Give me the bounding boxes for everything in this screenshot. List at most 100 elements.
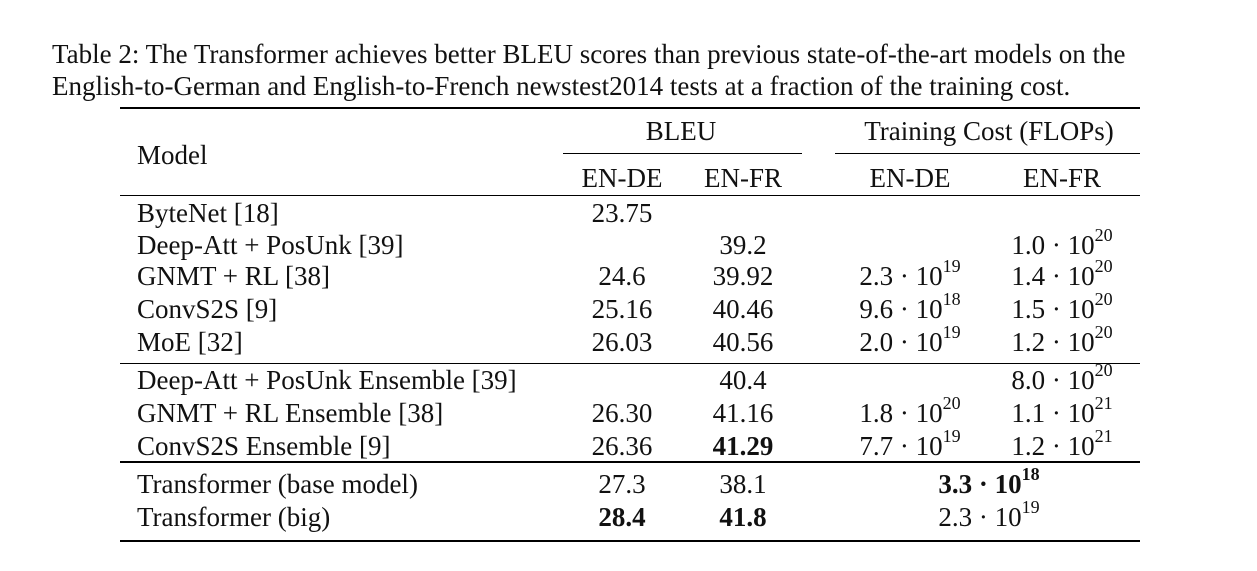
multiply-dot: ·: [1045, 230, 1068, 260]
model-name: ByteNet [18]: [137, 198, 279, 228]
mantissa: 1.4: [1011, 261, 1046, 291]
model-name: Deep-Att + PosUnk Ensemble [39]: [137, 365, 517, 395]
bleu-en-de: 26.30: [591, 398, 653, 428]
bleu-en-fr: 39.92: [712, 261, 774, 291]
exponent: 20: [1094, 256, 1113, 276]
bleu-en-de: 23.75: [591, 198, 653, 228]
base: 10: [915, 261, 943, 291]
exponent: 20: [1094, 360, 1113, 380]
bleu-en-fr: 40.46: [712, 294, 774, 324]
base: 10: [915, 294, 943, 324]
bleu-en-de: 28.4: [598, 502, 646, 532]
bleu-en-fr: 40.56: [712, 327, 774, 357]
group-rule: [120, 363, 1140, 364]
exponent: 21: [1094, 393, 1113, 413]
base: 10: [1067, 365, 1095, 395]
header-training-cost: Training Cost (FLOPs): [864, 116, 1114, 146]
header-model: Model: [137, 140, 208, 170]
cost-en-fr: 1.2 · 1020: [1011, 323, 1112, 358]
multiply-dot: ·: [1045, 294, 1068, 324]
bleu-en-fr: 39.2: [719, 230, 767, 260]
thick-rule: [120, 461, 1140, 463]
caption-line-2: English-to-German and English-to-French …: [52, 71, 1071, 101]
model-name: ConvS2S Ensemble [9]: [137, 431, 391, 461]
mantissa: 1.8: [859, 398, 894, 428]
training-cost: 3.3 · 1018: [938, 465, 1039, 500]
header-bleu-en-fr: EN-FR: [703, 163, 783, 193]
header-bleu: BLEU: [645, 116, 717, 146]
model-name: ConvS2S [9]: [137, 294, 278, 324]
exponent: 18: [942, 289, 961, 309]
cost-en-de: 1.8 · 1020: [859, 394, 960, 429]
table-caption: Table 2: The Transformer achieves better…: [52, 38, 1232, 102]
mantissa: 2.3: [938, 502, 973, 532]
cost-en-de: 9.6 · 1018: [859, 290, 960, 325]
multiply-dot: ·: [893, 294, 916, 324]
exponent: 18: [1021, 464, 1040, 484]
exponent: 19: [1021, 497, 1040, 517]
mantissa: 1.2: [1011, 431, 1046, 461]
mantissa: 9.6: [859, 294, 894, 324]
model-name: Transformer (base model): [137, 469, 418, 499]
base: 10: [915, 398, 943, 428]
caption-line-1: Table 2: The Transformer achieves better…: [52, 39, 1126, 69]
base: 10: [1067, 431, 1095, 461]
cost-en-fr: 1.1 · 1021: [1011, 394, 1112, 429]
exponent: 20: [1094, 322, 1113, 342]
bleu-en-de: 25.16: [591, 294, 653, 324]
base: 10: [915, 431, 943, 461]
multiply-dot: ·: [1045, 365, 1068, 395]
base: 10: [994, 469, 1022, 499]
cost-en-fr: 1.2 · 1021: [1011, 427, 1112, 462]
bleu-en-fr: 41.8: [719, 502, 767, 532]
exponent: 19: [942, 256, 961, 276]
training-cost: 2.3 · 1019: [938, 498, 1039, 533]
model-name: Deep-Att + PosUnk [39]: [137, 230, 404, 260]
model-name: GNMT + RL Ensemble [38]: [137, 398, 444, 428]
multiply-dot: ·: [1045, 398, 1068, 428]
header-cost-en-fr: EN-FR: [1022, 163, 1102, 193]
mantissa: 7.7: [859, 431, 894, 461]
bleu-group-rule: [563, 153, 802, 154]
cost-en-fr: 8.0 · 1020: [1011, 361, 1112, 396]
cost-en-fr: 1.4 · 1020: [1011, 257, 1112, 292]
exponent: 21: [1094, 426, 1113, 446]
cost-en-fr: 1.0 · 1020: [1011, 226, 1112, 261]
bleu-en-de: 26.36: [591, 431, 653, 461]
base: 10: [915, 327, 943, 357]
mantissa: 2.3: [859, 261, 894, 291]
bleu-en-de: 24.6: [598, 261, 646, 291]
exponent: 19: [942, 322, 961, 342]
exponent: 20: [942, 393, 961, 413]
exponent: 19: [942, 426, 961, 446]
bleu-en-de: 27.3: [598, 469, 646, 499]
exponent: 20: [1094, 225, 1113, 245]
header-rule: [120, 195, 1140, 196]
bleu-en-de: 26.03: [591, 327, 653, 357]
multiply-dot: ·: [893, 327, 916, 357]
multiply-dot: ·: [972, 502, 995, 532]
cost-group-rule: [835, 153, 1140, 154]
mantissa: 2.0: [859, 327, 894, 357]
model-name: GNMT + RL [38]: [137, 261, 330, 291]
mantissa: 8.0: [1011, 365, 1046, 395]
base: 10: [994, 502, 1022, 532]
header-bleu-en-de: EN-DE: [581, 163, 663, 193]
multiply-dot: ·: [972, 469, 995, 499]
mantissa: 1.5: [1011, 294, 1046, 324]
exponent: 20: [1094, 289, 1113, 309]
top-rule: [120, 107, 1140, 109]
base: 10: [1067, 327, 1095, 357]
multiply-dot: ·: [893, 431, 916, 461]
base: 10: [1067, 294, 1095, 324]
cost-en-de: 7.7 · 1019: [859, 427, 960, 462]
base: 10: [1067, 230, 1095, 260]
base: 10: [1067, 398, 1095, 428]
bottom-rule: [120, 540, 1140, 542]
multiply-dot: ·: [893, 261, 916, 291]
bleu-en-fr: 41.16: [712, 398, 774, 428]
multiply-dot: ·: [1045, 327, 1068, 357]
bleu-en-fr: 38.1: [719, 469, 767, 499]
bleu-en-fr: 40.4: [719, 365, 767, 395]
header-cost-en-de: EN-DE: [869, 163, 951, 193]
